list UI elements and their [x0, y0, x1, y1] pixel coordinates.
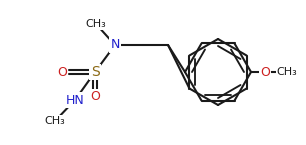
Text: CH₃: CH₃ — [277, 67, 297, 77]
Text: O: O — [57, 66, 67, 78]
Text: S: S — [91, 65, 99, 79]
Text: N: N — [110, 39, 120, 51]
Text: O: O — [90, 90, 100, 104]
Text: CH₃: CH₃ — [86, 19, 106, 29]
Text: HN: HN — [65, 94, 84, 106]
Text: O: O — [260, 66, 270, 78]
Text: CH₃: CH₃ — [45, 116, 65, 126]
